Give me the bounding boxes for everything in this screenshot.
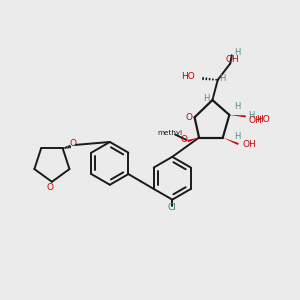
Text: OH: OH [242,140,256,148]
Text: H: H [235,48,241,57]
Polygon shape [188,137,199,142]
Polygon shape [230,115,246,117]
Text: OH: OH [248,116,262,125]
Text: H: H [235,102,241,111]
Polygon shape [223,137,239,145]
Text: Cl: Cl [168,203,177,212]
Text: O: O [180,135,188,144]
Text: HO: HO [181,72,195,81]
Text: O: O [47,183,54,192]
Text: H: H [203,94,209,103]
Text: methyl: methyl [158,130,182,136]
Text: O: O [70,139,77,148]
Text: OH: OH [226,55,239,64]
Text: HO: HO [256,116,270,124]
Text: H: H [234,132,240,141]
Text: H: H [219,74,226,83]
Text: H: H [248,111,254,120]
Text: O: O [186,113,193,122]
